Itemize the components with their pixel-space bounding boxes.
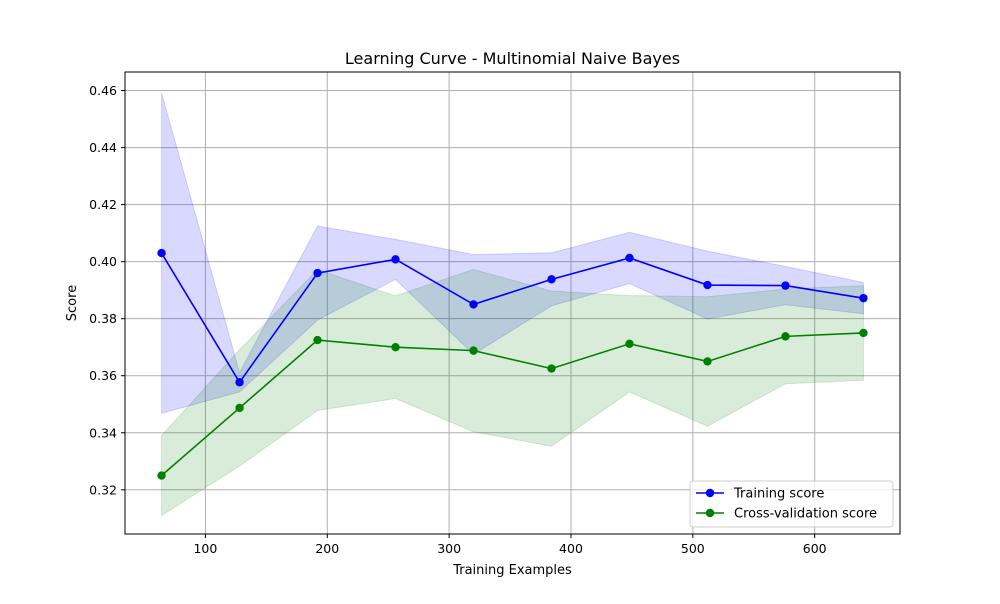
series-line-0 [160,252,864,384]
axis-ticks: 100 200 300 400 500 600 0.32 0.34 0.36 0.38 0.40 0.… [89,83,827,556]
x-tick-label: 400 [559,541,583,556]
data-point-1 [859,328,868,338]
legend-marker-cv [705,508,715,518]
data-point-0 [313,268,322,278]
x-tick-label: 600 [803,541,827,556]
confidence-bands [161,92,864,517]
data-point-0 [781,281,790,290]
data-point-1 [157,471,166,480]
data-point-0 [469,300,478,309]
data-point-0 [703,280,712,290]
y-tick-label: 0.32 [89,482,117,497]
data-point-0 [547,275,556,284]
x-tick-label: 500 [681,541,705,556]
data-point-1 [547,364,556,373]
data-point-0 [859,293,868,303]
legend-label-cv: Cross-validation score [734,507,877,522]
y-tick-label: 0.38 [89,311,117,326]
y-axis-label: Score [65,285,80,321]
data-point-1 [703,357,712,366]
x-tick-label: 300 [437,541,461,556]
plot-frame [124,71,901,535]
x-axis-label: Training Examples [452,563,572,578]
data-point-0 [157,248,166,258]
y-tick-label: 0.34 [89,425,117,440]
legend: Training score Cross-validation score [689,480,894,528]
data-point-1 [469,346,478,355]
data-point-1 [625,339,634,348]
data-point-0 [391,255,400,264]
y-tick-label: 0.44 [89,140,117,155]
y-tick-label: 0.36 [89,368,117,383]
data-point-0 [235,378,244,387]
data-point-0 [625,253,634,263]
legend-label-training: Training score [733,487,824,502]
y-tick-label: 0.40 [89,254,117,269]
data-point-1 [391,343,400,352]
confidence-band-1 [161,268,864,517]
data-point-1 [781,332,790,341]
confidence-band-0 [161,92,864,415]
legend-marker-training [705,488,715,498]
series-lines [157,248,868,480]
x-tick-label: 200 [315,541,339,556]
legend-box [689,480,894,528]
y-tick-label: 0.46 [89,83,117,98]
plot-area [125,72,900,534]
series-line-1 [161,332,864,477]
chart-title: Learning Curve - Multinomial Naive Bayes [345,49,680,68]
data-point-1 [235,403,244,413]
y-tick-label: 0.42 [89,197,117,212]
data-point-1 [313,335,322,345]
x-tick-label: 100 [193,541,217,556]
